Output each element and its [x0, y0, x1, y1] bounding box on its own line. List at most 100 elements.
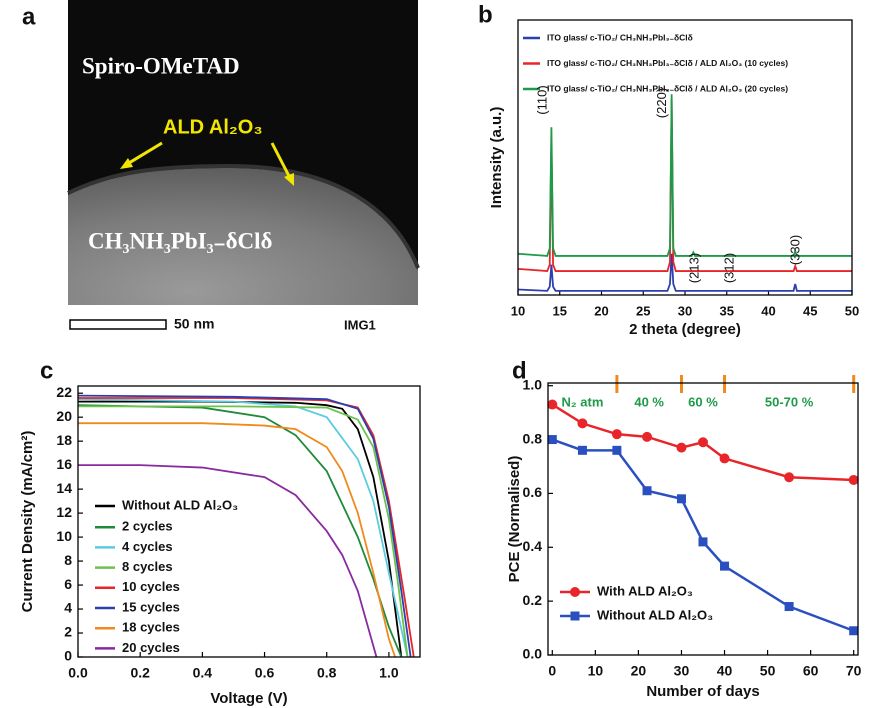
- plot-frame: [517, 19, 853, 296]
- x-tick-label: 40: [717, 663, 733, 679]
- x-tick-label: 0.4: [193, 665, 213, 681]
- legend-label: 20 cycles: [122, 640, 180, 655]
- series-line: [78, 397, 415, 658]
- x-axis-title: 2 theta (degree): [629, 321, 741, 338]
- legend-marker: [570, 587, 580, 597]
- point: [612, 445, 622, 455]
- peak-label: (220): [654, 88, 669, 118]
- series-line: [517, 253, 852, 292]
- phase-label: N₂ atm: [561, 394, 603, 409]
- x-tick-label: 0.6: [255, 665, 275, 681]
- y-tick-label: 0.6: [523, 484, 543, 500]
- point: [698, 537, 708, 547]
- x-tick-label: 0.8: [317, 665, 337, 681]
- panel-label: a: [22, 3, 36, 30]
- point: [577, 418, 588, 429]
- y-tick-label: 8: [64, 552, 72, 568]
- series-line: [77, 398, 409, 658]
- x-tick-label: 45: [803, 303, 817, 318]
- scale-label: 50 nm: [174, 316, 214, 332]
- panel-a: a Spiro-OMeTAD ALD Al₂O₃ CH₃NH₃PbI₃₋δClδ…: [22, 0, 420, 332]
- x-tick-label: 60: [803, 663, 819, 679]
- series-line: [551, 438, 855, 632]
- y-axis-title: Intensity (a.u.): [488, 107, 505, 209]
- phase-label: 50-70 %: [765, 394, 814, 409]
- legend-label: ITO glass/ c-TiO₂/ CH₃NH₃PbI₃₋δClδ: [547, 32, 693, 42]
- phase-label: 60 %: [688, 394, 718, 409]
- y-tick-label: 1.0: [523, 376, 543, 392]
- series-line: [78, 422, 396, 658]
- plot-frame: [547, 382, 859, 656]
- y-tick-label: 0.0: [523, 646, 543, 662]
- point: [577, 445, 587, 455]
- image-id: IMG1: [344, 317, 376, 332]
- y-tick-label: 18: [56, 432, 72, 448]
- legend-label: 15 cycles: [122, 599, 180, 614]
- point: [784, 472, 795, 483]
- panel-label: c: [40, 357, 53, 384]
- y-axis-title: Current Density (mA/cm²): [19, 431, 36, 613]
- legend-label: 2 cycles: [122, 519, 173, 534]
- peak-label: (110): [534, 85, 549, 114]
- point: [547, 399, 558, 410]
- point: [676, 442, 687, 453]
- plot-area: [77, 394, 415, 658]
- x-tick-label: 0.0: [68, 665, 88, 681]
- series-line: [77, 394, 412, 658]
- x-axis-title: Number of days: [646, 683, 759, 700]
- series-line: [78, 464, 378, 658]
- panel: b 10 15 20 25 30 35 40 45 50 2 theta (degree) Inten…: [478, 1, 859, 338]
- point: [611, 429, 622, 440]
- x-tick-label: 35: [720, 303, 734, 318]
- x-tick-label: 10: [511, 303, 525, 318]
- peak-label: (312): [722, 253, 737, 283]
- y-tick-label: 22: [56, 384, 72, 400]
- point: [848, 474, 859, 485]
- legend-label: ITO glass/ c-TiO₂/ CH₃NH₃PbI₃₋δClδ / ALD…: [547, 83, 788, 93]
- panel-label: d: [512, 357, 527, 384]
- point: [720, 561, 730, 571]
- tem-layer: [67, 163, 420, 269]
- y-tick-label: 20: [56, 408, 72, 424]
- plot-area: [547, 399, 859, 636]
- legend-label: ITO glass/ c-TiO₂/ CH₃NH₃PbI₃₋δClδ / ALD…: [547, 58, 788, 68]
- panel: c 0.0 0.2 0.4 0.6 0.8 1.0 0 2 4 6 8 10 12 14 16 18 20 22 Vo…: [19, 357, 421, 707]
- point: [698, 437, 708, 448]
- series-line: [517, 94, 852, 257]
- layer-label: CH₃NH₃PbI₃₋δClδ: [88, 228, 273, 253]
- x-tick-label: 15: [553, 303, 567, 318]
- x-tick-label: 1.0: [379, 665, 399, 681]
- x-tick-label: 40: [761, 303, 775, 318]
- arrow-head: [284, 173, 294, 186]
- legend-label: Without ALD Al₂O₃: [122, 497, 238, 512]
- x-axis-title: Voltage (V): [210, 690, 287, 707]
- x-tick-label: 70: [846, 663, 862, 679]
- arrow-label: ALD Al₂O₃: [163, 116, 263, 138]
- panel-label: b: [478, 1, 493, 28]
- scale-bar: [69, 319, 167, 330]
- point: [642, 486, 652, 496]
- x-tick-label: 10: [588, 663, 604, 679]
- x-tick-label: 50: [760, 663, 776, 679]
- tem-perovskite: [68, 168, 418, 305]
- arrow: [123, 141, 163, 168]
- point: [642, 431, 653, 442]
- legend-marker: [570, 611, 580, 621]
- plot-area: [517, 94, 852, 292]
- panel: d 0 10 20 30 40 50 60 70 0.0 0.2 0.4 0.6 0.8 1.0 Number…: [506, 357, 862, 700]
- arrow: [270, 142, 293, 181]
- point: [719, 453, 730, 464]
- legend-label: Without ALD Al₂O₃: [597, 607, 713, 622]
- peak-label: (213): [686, 253, 701, 283]
- y-tick-label: 0.4: [523, 538, 543, 554]
- legend-label: 4 cycles: [122, 539, 173, 554]
- y-tick-label: 2: [64, 624, 72, 640]
- x-tick-label: 30: [678, 303, 692, 318]
- point: [784, 602, 794, 612]
- peak-label: (330): [787, 235, 802, 265]
- x-tick-label: 0.2: [130, 665, 150, 681]
- legend-label: 8 cycles: [122, 559, 173, 574]
- y-tick-label: 0: [64, 648, 72, 664]
- layer-label: Spiro-OMeTAD: [82, 53, 240, 78]
